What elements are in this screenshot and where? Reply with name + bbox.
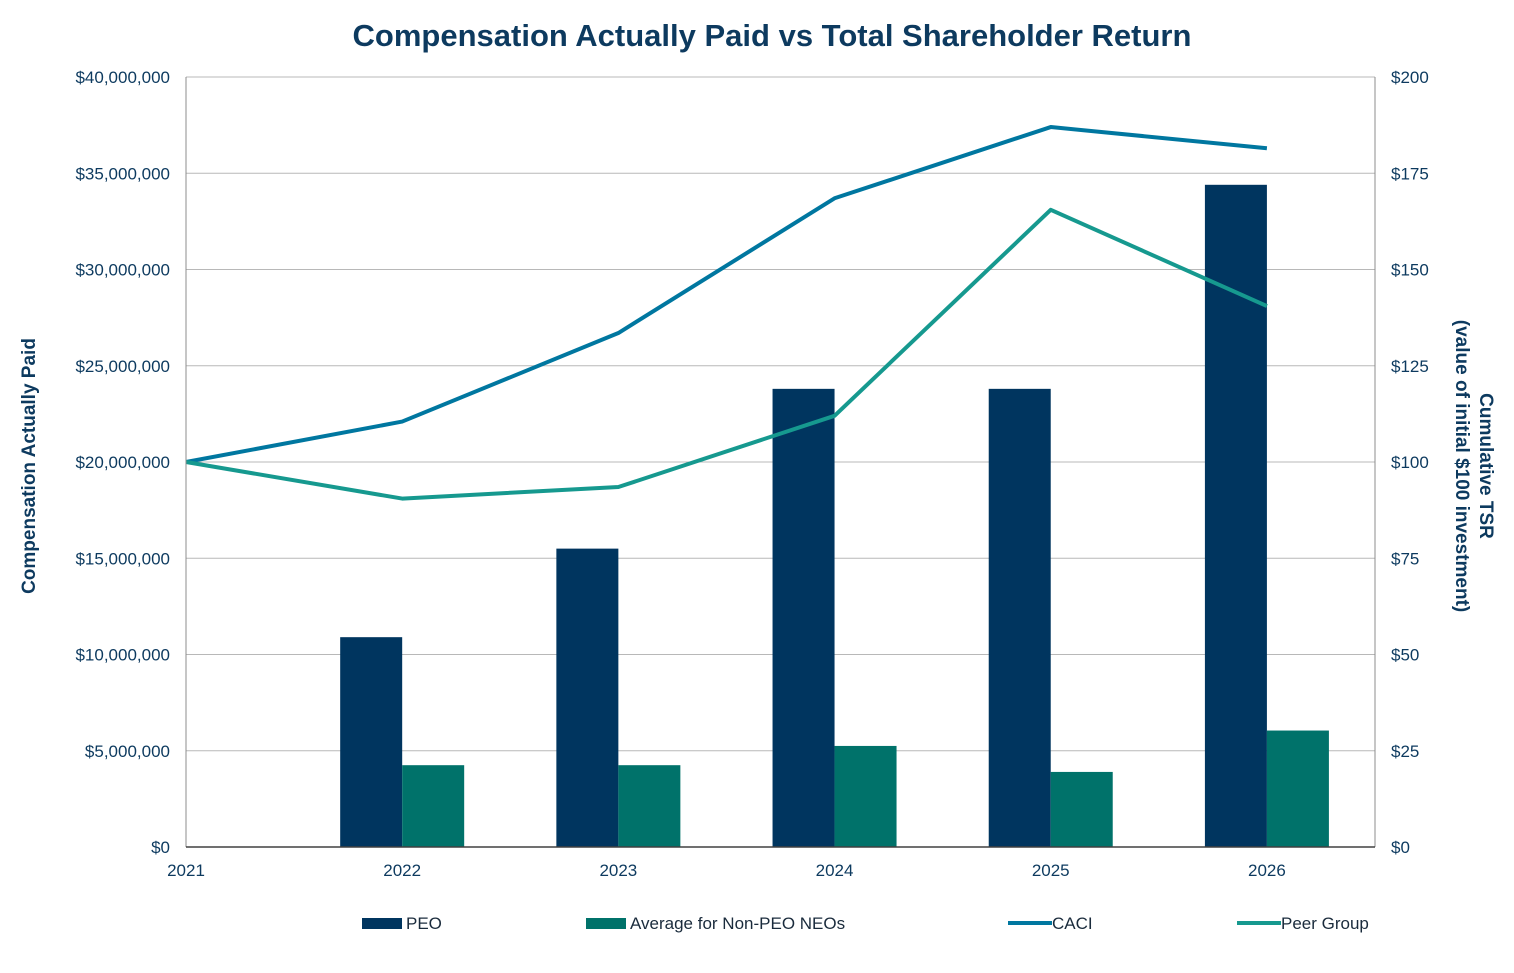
right-axis-title-line2: (value of initial $100 investment) [1451,320,1472,612]
left-tick-label: $5,000,000 [85,742,170,761]
left-tick-label: $35,000,000 [75,164,170,183]
bar-non-peo-neos-2023 [618,765,681,847]
left-tick-label: $40,000,000 [75,68,170,87]
bar-non-peo-neos-2026 [1266,730,1329,847]
bar-non-peo-neos-2025 [1050,771,1113,847]
legend-label-average-for-non-peo-neos: Average for Non-PEO NEOs [630,914,845,933]
bar-peo-2025 [988,388,1051,847]
legend-swatch-average-for-non-peo-neos [586,918,626,929]
right-tick-label: $0 [1391,838,1410,857]
bar-peo-2023 [556,548,619,847]
bar-peo-2024 [772,388,835,847]
bar-peo-2022 [340,637,403,847]
right-tick-label: $75 [1391,549,1419,568]
legend-label-caci: CACI [1052,914,1093,933]
legend: PEO Average for Non-PEO NEOs CACI Peer Grou… [362,914,1369,933]
right-tick-label: $100 [1391,453,1429,472]
right-tick-label: $25 [1391,742,1419,761]
right-axis-ticks: $0 $25 $50 $75 $100 $125 $150 $175 $200 [1391,68,1429,857]
left-tick-label: $15,000,000 [75,549,170,568]
x-tick-label: 2024 [816,861,854,880]
left-tick-label: $25,000,000 [75,357,170,376]
legend-swatch-peo [362,918,402,929]
legend-label-peer-group: Peer Group [1281,914,1369,933]
bar-non-peo-neos-2024 [834,745,897,847]
left-axis-ticks: $0 $5,000,000 $10,000,000 $15,000,000 $20,00… [75,68,170,857]
right-tick-label: $200 [1391,68,1429,87]
right-axis-title-line1: Cumulative TSR [1475,393,1496,539]
left-axis-title: Compensation Actually Paid [19,338,40,594]
left-tick-label: $10,000,000 [75,646,170,665]
x-tick-label: 2026 [1248,861,1286,880]
x-tick-label: 2022 [383,861,421,880]
right-tick-label: $50 [1391,646,1419,665]
x-tick-label: 2021 [167,861,205,880]
left-tick-label: $20,000,000 [75,453,170,472]
chart-title: Compensation Actually Paid vs Total Shar… [353,18,1192,53]
x-tick-label: 2025 [1032,861,1070,880]
x-axis-ticks: 2021 2022 2023 2024 2025 2026 [167,861,1286,880]
right-tick-label: $150 [1391,261,1429,280]
lines-layer [185,125,1268,501]
axes-layer [185,77,1376,848]
right-tick-label: $175 [1391,164,1429,183]
left-tick-label: $0 [151,838,170,857]
bar-peo-2026 [1204,184,1267,848]
left-tick-label: $30,000,000 [75,261,170,280]
x-tick-label: 2023 [599,861,637,880]
right-tick-label: $125 [1391,357,1429,376]
bars-layer [340,184,1329,848]
legend-label-peo: PEO [406,914,442,933]
line-peer-group [185,207,1268,501]
line-caci [185,125,1268,464]
bar-non-peo-neos-2022 [402,765,465,847]
